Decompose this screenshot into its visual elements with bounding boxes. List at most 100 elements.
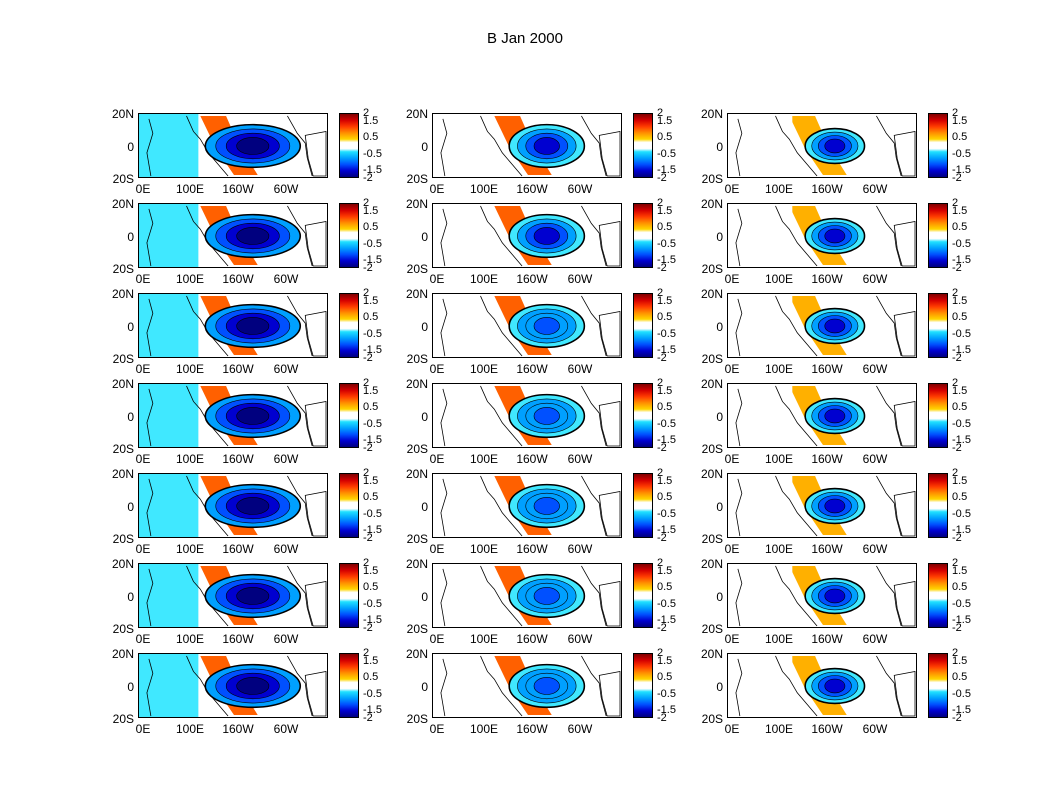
y-tick-label: 20S bbox=[406, 352, 428, 366]
y-tick-label: 20S bbox=[112, 172, 134, 186]
colorbar-tick-label: 1.5 bbox=[952, 655, 968, 668]
x-tick-label: 0E bbox=[135, 722, 151, 736]
anomaly-contour bbox=[236, 137, 270, 155]
colorbar-tick-label: -2 bbox=[363, 172, 373, 184]
x-tick-label: 60W bbox=[862, 542, 888, 556]
land-south-america bbox=[598, 490, 621, 537]
missing-data-region bbox=[728, 114, 793, 177]
anomaly-contour bbox=[533, 227, 560, 245]
colorbar-tick-label: 1.5 bbox=[657, 565, 673, 578]
colorbar-tick-label: -0.5 bbox=[952, 417, 971, 430]
x-tick-label: 100E bbox=[175, 182, 205, 196]
x-tick-label: 100E bbox=[175, 632, 205, 646]
colorbar-tick-label: -1.5 bbox=[657, 523, 676, 536]
anomaly-contour bbox=[236, 317, 270, 335]
colorbar-tick-label: 2 bbox=[363, 107, 370, 119]
coastline-americas bbox=[581, 385, 607, 447]
colorbar-tick-label: 1.5 bbox=[657, 385, 673, 398]
colorbar bbox=[928, 653, 948, 718]
x-tick-label: 0E bbox=[135, 272, 151, 286]
colorbar-tick-label: 2 bbox=[952, 287, 959, 299]
colorbar-tick-label: -1.5 bbox=[657, 433, 676, 446]
colorbar-tick-label: -2 bbox=[363, 262, 373, 274]
x-tick-label: 0E bbox=[429, 632, 445, 646]
colorbar-tick-label: 0.5 bbox=[657, 491, 673, 504]
coastline-africa bbox=[146, 658, 154, 717]
x-tick-label: 0E bbox=[724, 182, 740, 196]
colorbar-tick-label: -0.5 bbox=[952, 507, 971, 520]
colorbar-tick-label: 2 bbox=[952, 647, 959, 659]
colorbar-tick-label: 2 bbox=[952, 197, 959, 209]
colorbar-tick-label: -1.5 bbox=[952, 433, 971, 446]
colorbar bbox=[633, 473, 653, 538]
y-tick-label: 0 bbox=[421, 589, 428, 604]
y-tick-label: 0 bbox=[716, 679, 723, 694]
land-south-america bbox=[304, 490, 327, 537]
x-tick-label: 0E bbox=[724, 542, 740, 556]
colorbar-tick-label: -2 bbox=[363, 622, 373, 634]
x-tick-label: 160W bbox=[222, 722, 254, 736]
map-panel-r6c2 bbox=[432, 563, 622, 628]
anomaly-contour bbox=[236, 497, 270, 515]
land-south-america bbox=[304, 670, 327, 717]
colorbar bbox=[928, 113, 948, 178]
coastline-maritime bbox=[186, 205, 229, 267]
anomaly-field bbox=[440, 205, 621, 267]
colorbar-tick-label: 0.5 bbox=[952, 671, 968, 684]
anomaly-contour bbox=[533, 137, 560, 155]
x-tick-label: 100E bbox=[175, 452, 205, 466]
land-south-america bbox=[893, 400, 916, 447]
x-tick-label: 160W bbox=[811, 182, 843, 196]
colorbar bbox=[339, 113, 359, 178]
land-south-america bbox=[598, 580, 621, 627]
coastline-maritime bbox=[186, 475, 229, 537]
anomaly-contour bbox=[236, 677, 270, 695]
y-tick-label: 0 bbox=[127, 229, 134, 244]
coastline-maritime bbox=[480, 295, 523, 357]
colorbar-tick-label: -1.5 bbox=[363, 703, 382, 716]
colorbar-tick-label: -2 bbox=[657, 262, 667, 274]
y-tick-label: 0 bbox=[127, 139, 134, 154]
y-tick-label: 20S bbox=[112, 712, 134, 726]
colorbar-tick-label: 0.5 bbox=[657, 671, 673, 684]
x-tick-label: 60W bbox=[273, 452, 299, 466]
x-tick-label: 60W bbox=[273, 362, 299, 376]
anomaly-field bbox=[139, 654, 327, 717]
colorbar-tick-label: -2 bbox=[657, 712, 667, 724]
coastline-africa bbox=[440, 388, 448, 447]
y-tick-label: 20S bbox=[406, 262, 428, 276]
map-panel-r5c1 bbox=[138, 473, 328, 538]
colorbar-tick-label: -1.5 bbox=[657, 163, 676, 176]
coastline-americas bbox=[287, 295, 313, 357]
land-south-america bbox=[893, 220, 916, 267]
x-tick-label: 100E bbox=[469, 632, 499, 646]
coastline-americas bbox=[876, 385, 902, 447]
colorbar-tick-label: -0.5 bbox=[657, 147, 676, 160]
coastline-americas bbox=[876, 205, 902, 267]
colorbar-tick-label: -1.5 bbox=[363, 163, 382, 176]
coastline-americas bbox=[287, 205, 313, 267]
map-panel-r6c3 bbox=[727, 563, 917, 628]
colorbar-tick-label: 0.5 bbox=[363, 671, 379, 684]
colorbar-tick-label: -1.5 bbox=[363, 253, 382, 266]
y-tick-label: 20S bbox=[406, 442, 428, 456]
y-tick-label: 20N bbox=[111, 197, 134, 211]
y-tick-label: 20N bbox=[405, 287, 428, 301]
coastline-maritime bbox=[186, 565, 229, 627]
map-panel-r1c2 bbox=[432, 113, 622, 178]
y-tick-label: 0 bbox=[716, 229, 723, 244]
colorbar-tick-label: -1.5 bbox=[657, 253, 676, 266]
coastline-africa bbox=[735, 568, 743, 627]
x-tick-label: 0E bbox=[724, 632, 740, 646]
colorbar-tick-label: -0.5 bbox=[657, 597, 676, 610]
x-tick-label: 100E bbox=[469, 452, 499, 466]
x-tick-label: 160W bbox=[811, 722, 843, 736]
x-tick-label: 160W bbox=[516, 272, 548, 286]
y-tick-label: 20S bbox=[701, 712, 723, 726]
anomaly-field bbox=[440, 655, 621, 717]
colorbar-tick-label: -1.5 bbox=[363, 613, 382, 626]
land-south-america bbox=[893, 130, 916, 177]
land-south-america bbox=[304, 220, 327, 267]
y-tick-label: 0 bbox=[421, 229, 428, 244]
x-tick-label: 60W bbox=[862, 722, 888, 736]
